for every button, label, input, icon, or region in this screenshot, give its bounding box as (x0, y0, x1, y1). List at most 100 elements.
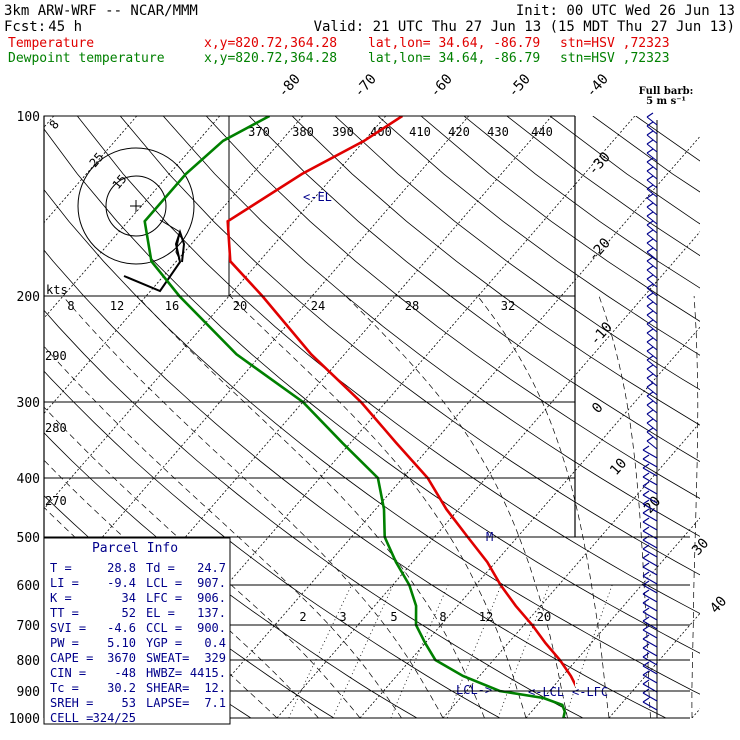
wind-barb-flag (642, 598, 650, 604)
isotherm-line (44, 116, 304, 415)
wind-barb-flag (642, 454, 650, 460)
isotherm-line (608, 612, 700, 718)
wind-barb (646, 251, 658, 261)
wind-barb (646, 143, 658, 153)
theta-label: 430 (487, 125, 509, 139)
lfc-marker: <-LFC (572, 685, 608, 699)
wind-barb-flag (646, 229, 654, 235)
dry-adiabat-line (44, 189, 700, 695)
isotherm-label: -50 (505, 71, 534, 101)
wind-barb (642, 512, 658, 522)
wind-barb (646, 296, 658, 306)
dry-adiabat-line (76, 116, 700, 614)
profile-lines (143, 116, 575, 718)
wind-barb (646, 314, 658, 324)
isotherm-label: -70 (351, 71, 380, 101)
hodograph-speed-label: 24 (311, 299, 325, 313)
wind-barb (646, 341, 658, 351)
theta-label: 440 (531, 125, 553, 139)
pressure-label: 100 (17, 110, 40, 125)
dry-adiabat-line (248, 116, 700, 463)
mixing-ratio-line (446, 584, 502, 718)
wind-barb-flag (646, 346, 654, 352)
isotherm-line (525, 517, 700, 718)
wind-barb-flag (646, 364, 654, 370)
dewpoint-legend-label: Dewpoint temperature (8, 51, 165, 66)
isotherm-line (44, 116, 387, 510)
wind-barb-flag (642, 571, 650, 577)
wind-barb-flag (642, 670, 650, 676)
isotherm-line (442, 421, 700, 718)
wind-barb-flag (646, 211, 654, 217)
wind-barb-flag (642, 472, 650, 478)
wind-barb-flag (642, 562, 650, 568)
wind-barb (642, 485, 658, 495)
model-title: 3km ARW-WRF -- NCAR/MMM (4, 3, 198, 19)
lcl-left-marker: LCL-> (456, 683, 492, 697)
wind-barb (642, 575, 658, 585)
wind-barb (642, 449, 658, 459)
wind-barb-flag (646, 310, 654, 316)
dry-adiabat-line (506, 116, 700, 257)
forecast-hour: 45 h (48, 19, 82, 35)
init-time: Init: 00 UTC Wed 26 Jun 13 (516, 3, 735, 19)
valid-time: Valid: 21 UTC Thu 27 Jun 13 (15 MDT Thu … (314, 19, 735, 35)
wind-barb (646, 413, 658, 423)
dry-adiabat-line (420, 116, 700, 322)
mixing-ratio-line (288, 584, 352, 718)
wind-barb-flag (646, 418, 654, 424)
wind-barb (646, 134, 658, 144)
wind-barb-flag (646, 319, 654, 325)
dry-adiabat-line (592, 116, 700, 193)
theta-label: 370 (248, 125, 270, 139)
dewpoint-profile (143, 116, 567, 718)
theta-label: 420 (448, 125, 470, 139)
wind-barb (646, 179, 658, 189)
dry-adiabat-line (205, 116, 700, 499)
wind-barb-flag (642, 634, 650, 640)
dry-adiabat-line (44, 370, 501, 718)
moist-adiabat-line (477, 295, 610, 718)
pressure-label: 800 (17, 654, 40, 669)
left-theta-label: 270 (45, 494, 67, 508)
wind-barb (646, 323, 658, 333)
pressure-label: 900 (17, 685, 40, 700)
isotherm-label: -60 (427, 71, 456, 101)
isotherm-label: -40 (583, 71, 612, 101)
wind-barb-flag (646, 436, 654, 442)
wind-barb (642, 548, 658, 558)
wind-barb (646, 116, 658, 126)
wind-barb-flag (642, 544, 650, 550)
wind-barb-flag (646, 148, 654, 154)
wind-barb-flag (646, 175, 654, 181)
wind-barb-flag (642, 679, 650, 685)
wind-barb-flag (646, 130, 654, 136)
isotherm-line (276, 231, 700, 718)
wind-barb-flag (642, 526, 650, 532)
wind-barb-flag (646, 427, 654, 433)
moist-adiabat-line (44, 506, 278, 718)
hodograph-speed-label: 8 (67, 299, 74, 313)
wind-barb-flag (646, 328, 654, 334)
pressure-label: 600 (17, 579, 40, 594)
wind-barb-flag (642, 643, 650, 649)
pressure-label: 300 (17, 396, 40, 411)
el-marker: <-EL (303, 190, 332, 204)
dry-adiabat-line (44, 309, 584, 718)
wind-barb-flag (642, 607, 650, 613)
wind-barb-flag (646, 292, 654, 298)
wind-barb (646, 395, 658, 405)
wind-barb-flag (646, 139, 654, 145)
isotherm-line (44, 116, 138, 224)
dry-adiabat-line (162, 116, 700, 537)
wind-barb (646, 431, 658, 441)
wind-barb (646, 269, 658, 279)
isotherm-line (359, 326, 700, 718)
wind-barb (642, 539, 658, 549)
wind-barb-flag (642, 589, 650, 595)
isotherm-label: 40 (707, 593, 730, 616)
wind-barb (646, 215, 658, 225)
wind-barb-flag (646, 274, 654, 280)
temperature-legend-xy: x,y=820.72,364.28 (204, 36, 337, 51)
isotherm-line (44, 116, 470, 605)
